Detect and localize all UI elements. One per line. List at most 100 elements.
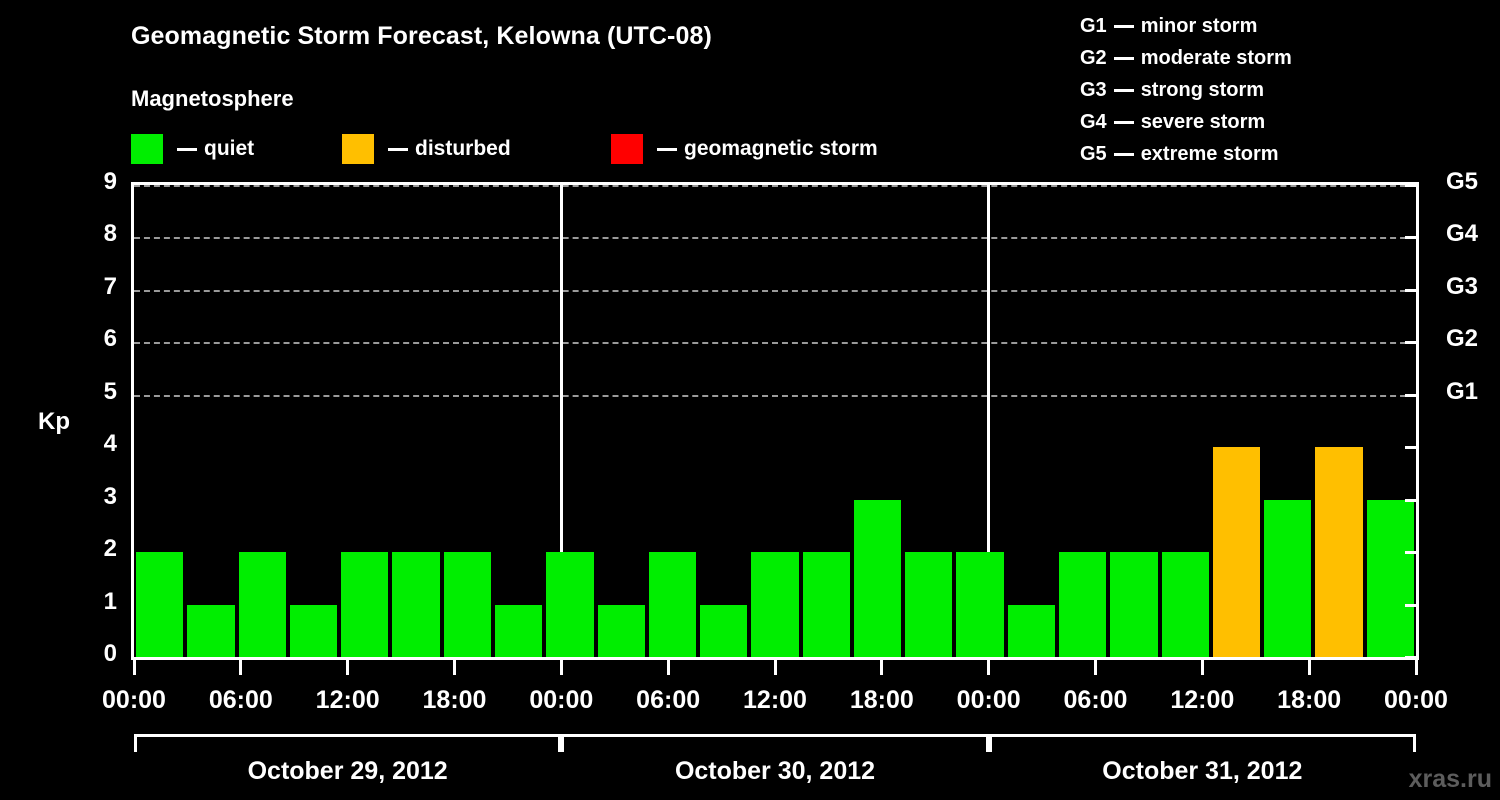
y-tick-label-2: 2 [103,535,117,563]
plot-inner [134,185,1416,657]
x-tick-label: 18:00 [1277,686,1342,714]
x-tick-mark [346,660,350,675]
day-bracket [561,734,989,752]
bracket-cap-right [1412,734,1416,752]
day-separator [987,185,991,657]
bar [802,552,850,657]
g-tick-label-g1: G1 [1446,377,1479,405]
page-title: Geomagnetic Storm Forecast, Kelowna (UTC… [131,22,712,50]
day-bracket [988,734,1416,752]
x-tick-mark [880,660,884,675]
bracket-line [134,734,562,737]
g-scale-code: G3 [1080,78,1107,101]
x-tick-label: 12:00 [743,686,807,714]
legend-heading: Magnetosphere [131,86,294,111]
bar [648,552,697,657]
g-scale-row-g5: G5 extreme storm [1080,141,1292,167]
legend-label-geomagnetic-storm: geomagnetic storm [684,137,878,160]
bar [443,552,491,657]
bar [751,552,799,657]
bar [956,552,1004,657]
x-tick-mark [1200,660,1204,675]
x-tick-label: 00:00 [102,686,166,714]
bar [1212,447,1261,657]
y-tick-label-3: 3 [103,482,117,510]
bar [341,552,389,657]
day-label: October 31, 2012 [1102,757,1303,785]
g-scale-label: extreme storm [1140,142,1279,165]
y-tick-label-6: 6 [103,325,117,353]
bar [597,604,645,657]
gridline-kp-5 [134,394,1416,397]
bar [1161,552,1209,657]
x-tick-mark [239,660,243,675]
y-axis-label: Kp [38,408,70,435]
g-tick-mark-minor [1405,446,1416,450]
g-scale-code: G4 [1080,110,1107,133]
bracket-line [561,734,989,737]
g-tick-label-g5: G5 [1446,168,1479,195]
legend-dash-icon [177,147,197,151]
g-tick-mark-minor [1405,551,1416,555]
g-scale-row-g4: G4 severe storm [1080,109,1292,135]
y-tick-label-0: 0 [103,640,117,667]
g-scale-dash-icon [1113,152,1134,156]
bar [546,552,594,657]
bar [1110,552,1158,657]
g-scale-row-g3: G3 strong storm [1080,77,1292,103]
g-tick-mark [1405,236,1416,240]
x-tick-mark [132,660,136,675]
g-tick-mark [1405,393,1416,397]
g-scale-code: G1 [1080,14,1107,37]
g-scale-row-g2: G2 moderate storm [1080,45,1292,71]
g-scale-label: minor storm [1140,14,1258,37]
g-scale-legend: G1 minor storm G2 moderate storm G3 strong st… [1080,13,1292,173]
bar [700,604,748,657]
y-tick-label-7: 7 [103,272,117,300]
bar [289,604,338,657]
legend-swatch-geomagnetic-storm [611,134,643,164]
legend-item-disturbed: disturbed [342,134,511,164]
day-label: October 30, 2012 [674,757,876,785]
g-scale-dash-icon [1113,24,1134,28]
y-tick-label-8: 8 [103,220,117,248]
g-tick-label-g4: G4 [1446,220,1479,248]
bracket-cap-right [558,734,562,752]
g-tick-mark-minor [1405,656,1416,659]
bar [905,552,953,657]
day-label: October 29, 2012 [247,757,448,785]
legend-label-disturbed: disturbed [415,137,511,160]
legend-item-geomagnetic-storm: geomagnetic storm [611,134,878,164]
g-tick-label-g2: G2 [1446,325,1479,353]
g-scale-dash-icon [1113,88,1134,92]
legend-dash-icon [657,147,677,151]
x-tick-mark [773,660,777,675]
x-tick-label: 06:00 [208,686,273,714]
y-tick-label-1: 1 [103,587,117,615]
bar [853,499,902,657]
bar [1315,447,1363,657]
bar [1264,499,1312,657]
bar [1366,499,1414,657]
x-tick-label: 06:00 [1063,686,1128,714]
bar [187,604,235,657]
y-tick-label-4: 4 [103,430,117,458]
x-tick-label: 18:00 [849,686,914,714]
x-tick-label: 18:00 [422,686,487,714]
plot-area [131,182,1419,660]
gridline-kp-8 [134,237,1416,240]
g-scale-label: severe storm [1140,110,1266,133]
g-scale-label: strong storm [1140,78,1265,101]
bracket-cap-left [988,734,992,752]
g-scale-code: G5 [1080,142,1107,165]
y-tick-label-9: 9 [103,168,117,195]
x-tick-label: 06:00 [636,686,701,714]
legend-swatch-disturbed [342,134,374,164]
x-tick-label: 00:00 [1384,686,1448,714]
watermark: xras.ru [1408,765,1492,793]
g-scale-code: G2 [1080,46,1107,69]
gridline-kp-9 [134,185,1416,187]
bar [494,604,543,657]
x-tick-label: 12:00 [1170,686,1235,714]
